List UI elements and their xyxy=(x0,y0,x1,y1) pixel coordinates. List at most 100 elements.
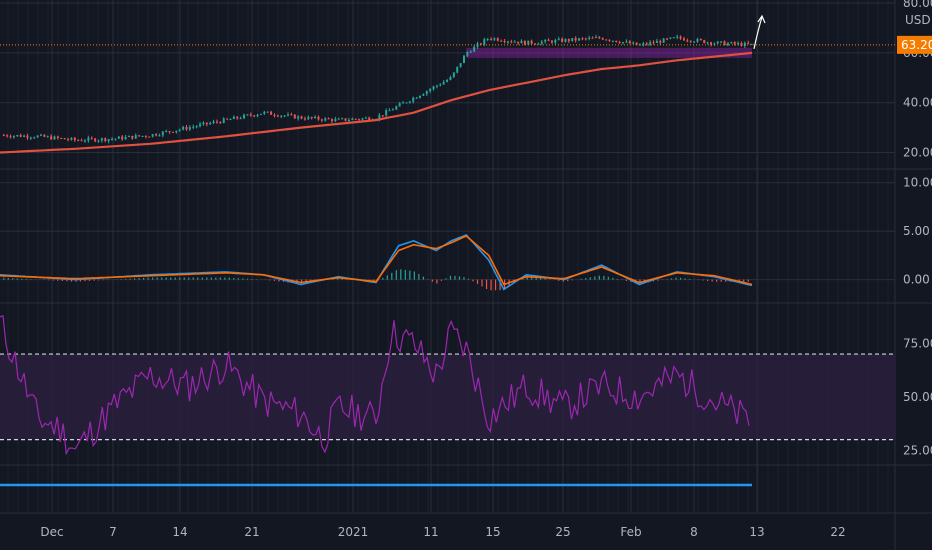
candle-body xyxy=(80,140,83,142)
price-tick-label: 40.00 xyxy=(903,96,932,110)
candle-body xyxy=(743,42,746,46)
candle-body xyxy=(23,135,26,137)
candle-body xyxy=(354,118,357,120)
candle-body xyxy=(222,118,225,123)
candle-body xyxy=(94,138,97,142)
candle-body xyxy=(307,116,310,120)
candle-body xyxy=(9,136,12,138)
candle-body xyxy=(266,111,269,113)
candle-body xyxy=(622,42,625,44)
candle-body xyxy=(483,39,486,45)
time-tick-label: 8 xyxy=(690,525,698,539)
candle-body xyxy=(381,115,384,117)
candle-body xyxy=(121,136,124,140)
candle-body xyxy=(161,131,164,136)
candle-body xyxy=(550,40,553,43)
candle-body xyxy=(114,138,117,140)
candle-body xyxy=(747,42,750,44)
candle-body xyxy=(327,118,330,120)
last-price-label: 63.20 xyxy=(901,38,932,52)
time-tick-label: 22 xyxy=(830,525,845,539)
candle-body xyxy=(601,38,604,40)
candle-body xyxy=(83,140,86,142)
candle-body xyxy=(77,140,80,142)
candle-body xyxy=(429,89,432,92)
candle-body xyxy=(689,40,692,42)
candle-body xyxy=(554,39,557,43)
candle-body xyxy=(36,135,39,138)
candle-body xyxy=(469,51,472,53)
candle-body xyxy=(699,39,702,41)
projection-arrow-head xyxy=(757,14,766,24)
candle-body xyxy=(435,85,438,87)
candle-body xyxy=(561,38,564,42)
candle-body xyxy=(733,42,736,44)
candle-body xyxy=(229,119,232,121)
candle-body xyxy=(232,116,235,120)
last-price-badge xyxy=(897,35,932,54)
candle-body xyxy=(26,135,29,138)
candle-body xyxy=(513,41,516,43)
candle-body xyxy=(334,118,337,122)
candle-body xyxy=(642,43,645,45)
candle-body xyxy=(669,37,672,39)
candle-body xyxy=(314,116,317,119)
candle-body xyxy=(611,40,614,42)
candle-body xyxy=(422,94,425,96)
candle-body xyxy=(56,136,59,138)
candle-body xyxy=(703,40,706,44)
candle-body xyxy=(649,42,652,45)
candle-body xyxy=(628,41,631,44)
candle-body xyxy=(659,41,662,43)
candle-body xyxy=(402,102,405,104)
candle-body xyxy=(462,55,465,64)
candle-body xyxy=(141,135,144,137)
candle-body xyxy=(490,38,493,40)
candle-body xyxy=(155,134,158,136)
candle-body xyxy=(283,115,286,117)
candle-body xyxy=(632,42,635,44)
candle-body xyxy=(662,38,665,43)
candle-body xyxy=(70,137,73,140)
candle-body xyxy=(652,42,655,44)
price-panel[interactable] xyxy=(0,2,895,154)
candle-body xyxy=(388,110,391,112)
candle-body xyxy=(317,116,320,120)
candle-body xyxy=(297,116,300,119)
candle-body xyxy=(523,40,526,45)
candle-body xyxy=(408,101,411,103)
price-tick-label: 20.00 xyxy=(903,146,932,160)
candle-body xyxy=(12,135,15,138)
candle-body xyxy=(635,42,638,45)
candle-body xyxy=(439,84,442,86)
candle-body xyxy=(16,135,19,137)
rsi-panel[interactable] xyxy=(0,314,895,456)
macd-panel[interactable] xyxy=(0,182,895,291)
candle-body xyxy=(581,38,584,40)
candle-body xyxy=(540,41,543,44)
candle-body xyxy=(73,137,76,141)
candle-body xyxy=(151,134,154,137)
candle-body xyxy=(182,126,185,130)
candle-body xyxy=(503,41,506,43)
candle-body xyxy=(202,122,205,125)
time-tick-label: 15 xyxy=(485,525,500,539)
candle-body xyxy=(405,102,408,104)
candle-body xyxy=(446,79,449,82)
candle-body xyxy=(19,135,22,137)
candle-body xyxy=(33,137,36,139)
candle-body xyxy=(256,114,259,117)
candle-body xyxy=(588,37,591,39)
candle-body xyxy=(320,119,323,121)
candle-body xyxy=(219,122,222,124)
candle-body xyxy=(567,39,570,42)
time-tick-label: 2021 xyxy=(338,525,369,539)
candle-body xyxy=(276,115,279,117)
time-axis[interactable]: Dec 7 14 21 2021 11 15 25 Feb 8 13 22 xyxy=(40,525,845,539)
price-axis[interactable]: 80.0060.0040.0020.00USD63.2010.005.000.0… xyxy=(897,0,932,457)
rsi-tick-label: 25.00 xyxy=(903,443,932,457)
candle-body xyxy=(564,39,567,42)
candle-body xyxy=(195,126,198,128)
candle-body xyxy=(185,126,188,130)
